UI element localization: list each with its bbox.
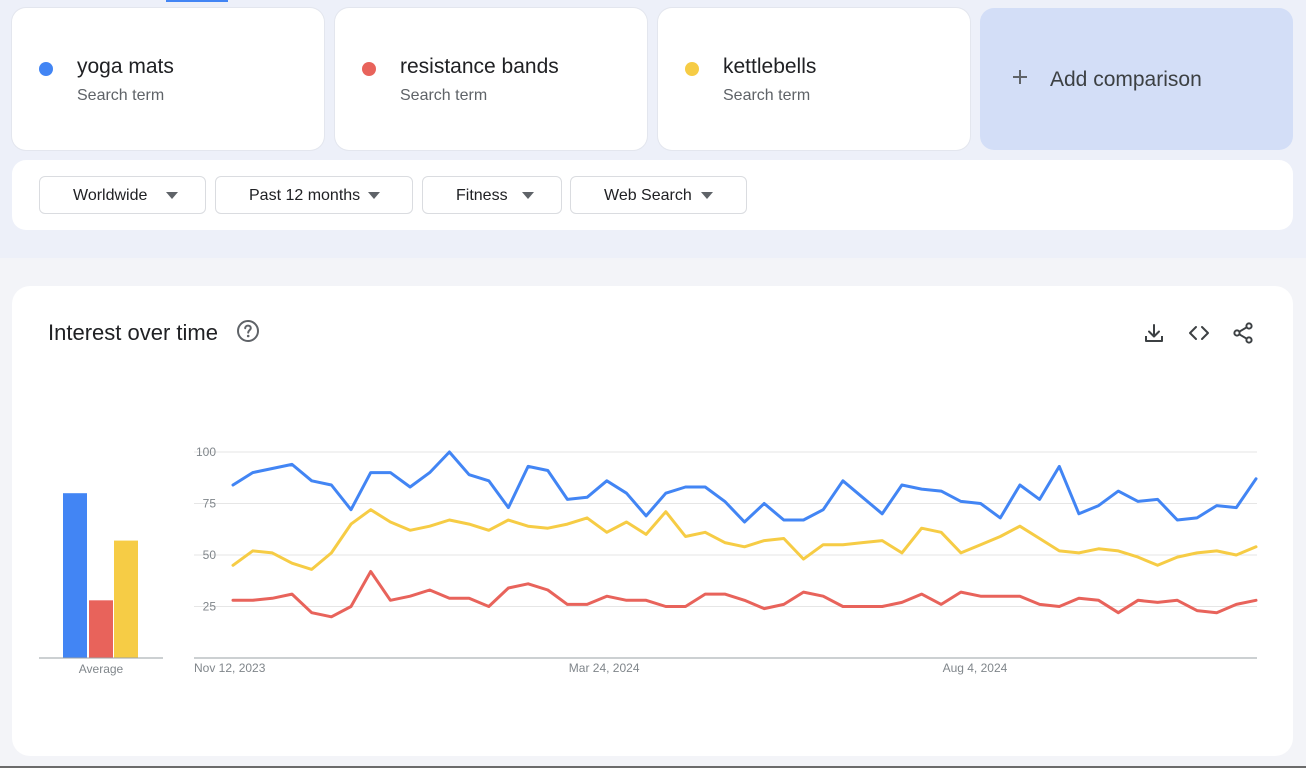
add-comparison-button[interactable]: Add comparison [980,8,1293,150]
term-name[interactable]: resistance bands [400,55,559,78]
download-icon[interactable] [1142,321,1166,345]
filter-bar: Worldwide Past 12 months Fitness Web Sea… [12,160,1293,230]
series-color-dot [39,62,53,76]
window-bottom-border [0,766,1306,768]
y-tick-label: 100 [196,445,216,459]
region-filter-label: Worldwide [73,187,148,204]
x-tick-label: Nov 12, 2023 [194,661,266,675]
time-range-filter-dropdown[interactable]: Past 12 months [215,176,413,214]
term-card-kettlebells[interactable]: kettlebells Search term [658,8,970,150]
series-color-dot [685,62,699,76]
region-filter-dropdown[interactable]: Worldwide [39,176,206,214]
term-card-yoga-mats[interactable]: yoga mats Search term [12,8,324,150]
average-bar-resistance-bands[interactable] [89,600,113,658]
search-type-filter-label: Web Search [604,187,692,204]
series-line-kettlebells[interactable] [231,508,1258,571]
term-card-resistance-bands[interactable]: resistance bands Search term [335,8,647,150]
term-type: Search term [77,87,165,104]
search-type-filter-dropdown[interactable]: Web Search [570,176,747,214]
series-line-yoga-mats[interactable] [231,450,1258,524]
average-label: Average [79,662,124,676]
chevron-down-icon [701,192,713,199]
panel-title: Interest over time [48,320,218,345]
term-name[interactable]: yoga mats [77,55,174,78]
chevron-down-icon [522,192,534,199]
series-line-resistance-bands[interactable] [231,570,1258,619]
y-tick-label: 25 [203,600,217,614]
x-tick-label: Mar 24, 2024 [569,661,640,675]
term-type: Search term [723,87,811,104]
share-icon[interactable] [1231,321,1255,345]
interest-chart[interactable]: 25 50 75 100 Nov 12, 2023 Mar 24, 2024 Aug 4, … [12,286,1293,756]
chevron-down-icon [166,192,178,199]
interest-over-time-panel: Interest over time 25 50 75 100 Nov 12, 2023… [12,286,1293,756]
y-tick-label: 75 [203,497,217,511]
category-filter-dropdown[interactable]: Fitness [422,176,562,214]
plus-icon [1013,70,1027,84]
term-name[interactable]: kettlebells [723,55,817,78]
add-comparison-label: Add comparison [1050,68,1202,91]
time-range-filter-label: Past 12 months [249,187,361,204]
average-bar-kettlebells[interactable] [114,540,138,658]
average-bar-yoga-mats[interactable] [63,493,87,658]
help-circle-icon[interactable] [236,319,260,343]
x-tick-label: Aug 4, 2024 [943,661,1008,675]
category-filter-label: Fitness [456,187,508,204]
y-tick-label: 50 [203,548,217,562]
series-color-dot [362,62,376,76]
active-tab-indicator [166,0,228,2]
embed-code-icon[interactable] [1187,321,1211,345]
term-type: Search term [400,87,488,104]
chevron-down-icon [368,192,380,199]
